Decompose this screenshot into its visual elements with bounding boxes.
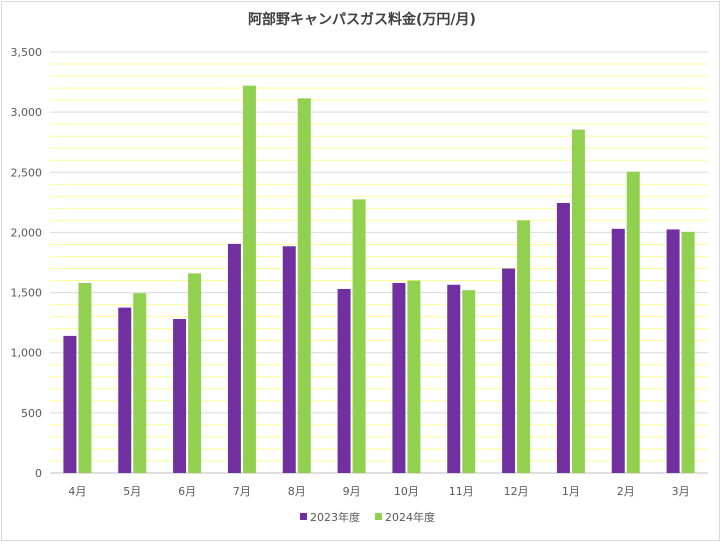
bar-2024年度-7月 (242, 85, 256, 474)
bar-2023年度-11月 (447, 284, 461, 473)
y-tick-label: 2,500 (11, 166, 43, 179)
bar-2023年度-4月 (63, 335, 77, 473)
x-tick-label: 2月 (617, 485, 635, 498)
bar-2024年度-1月 (571, 129, 585, 473)
x-tick-label: 6月 (178, 485, 196, 498)
bar-2023年度-2月 (611, 228, 625, 473)
bar-2024年度-3月 (681, 231, 695, 473)
bar-2024年度-11月 (462, 290, 476, 473)
bar-2023年度-8月 (282, 246, 296, 473)
gridlines (50, 51, 708, 462)
y-tick-label: 0 (35, 467, 42, 480)
y-tick-label: 2,000 (11, 226, 43, 239)
y-tick-label: 1,500 (11, 287, 43, 300)
bar-2023年度-9月 (337, 288, 351, 473)
bar-2024年度-4月 (78, 282, 92, 473)
bar-2023年度-6月 (173, 319, 187, 473)
bar-2024年度-12月 (517, 220, 531, 473)
legend-swatch-2024年度 (375, 513, 382, 520)
x-tick-label: 12月 (504, 485, 529, 498)
bar-2023年度-5月 (118, 307, 132, 473)
y-tick-label: 500 (21, 407, 42, 420)
legend-label-2024年度: 2024年度 (385, 510, 435, 524)
bar-2024年度-5月 (133, 293, 147, 473)
legend[interactable]: 2023年度 2024年度 (300, 510, 435, 524)
x-tick-label: 8月 (288, 485, 306, 498)
legend-swatch-2023年度 (300, 513, 307, 520)
x-tick-label: 11月 (449, 485, 474, 498)
x-tick-label: 10月 (394, 485, 419, 498)
bars (63, 85, 695, 474)
y-axis-labels: 0 500 1,000 1,500 2,000 2,500 3,000 3,500 (11, 46, 43, 480)
legend-label-2023年度: 2023年度 (310, 510, 360, 524)
y-tick-label: 3,000 (11, 106, 43, 119)
bar-2024年度-2月 (626, 171, 640, 474)
bar-2024年度-10月 (407, 280, 421, 473)
x-tick-label: 3月 (672, 485, 690, 498)
x-tick-label: 4月 (68, 485, 86, 498)
bar-2023年度-12月 (502, 268, 516, 473)
bar-2024年度-6月 (188, 273, 202, 473)
y-tick-label: 3,500 (11, 46, 43, 59)
x-tick-label: 7月 (233, 485, 251, 498)
x-tick-label: 1月 (562, 485, 580, 498)
bar-2023年度-10月 (392, 282, 406, 473)
y-tick-label: 1,000 (11, 347, 43, 360)
bar-2023年度-7月 (227, 243, 241, 473)
x-tick-label: 5月 (123, 485, 141, 498)
bar-2024年度-9月 (352, 199, 366, 473)
chart-title: 阿部野キャンパスガス料金(万円/月) (248, 11, 476, 28)
x-tick-label: 9月 (343, 485, 361, 498)
bar-2023年度-3月 (666, 229, 680, 473)
bar-2023年度-1月 (556, 202, 570, 474)
x-axis-labels: 4月 5月 6月 7月 8月 9月 10月 11月 12月 1月 2月 3月 (68, 485, 689, 498)
bar-2024年度-8月 (297, 98, 311, 473)
